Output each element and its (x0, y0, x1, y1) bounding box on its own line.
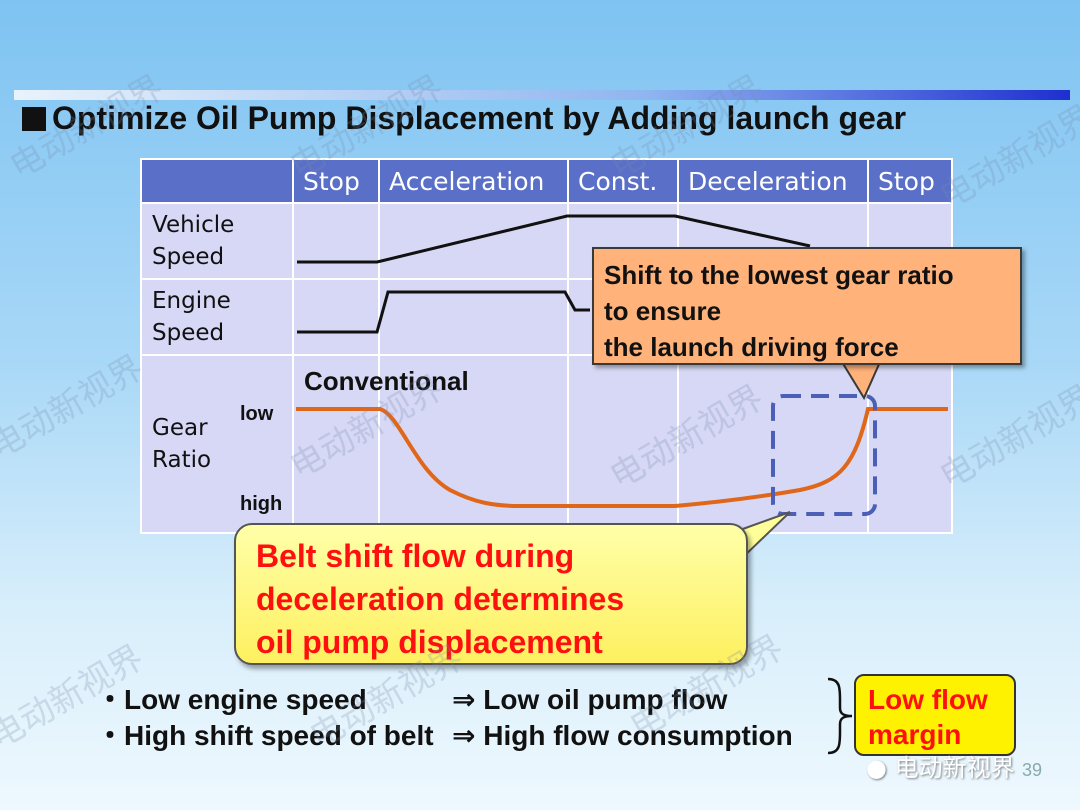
page-number: 39 (1022, 760, 1043, 780)
phase-header-row: Stop Acceleration Const. Deceleration St… (140, 158, 953, 204)
phase-stop-1: Stop (292, 158, 380, 204)
engine-speed-label: Engine Speed (140, 278, 294, 356)
slide-title-text: Optimize Oil Pump Displacement by Adding… (52, 100, 907, 136)
square-bullet-icon (22, 107, 46, 131)
phase-acceleration: Acceleration (378, 158, 569, 204)
orange-callout-pointer (840, 361, 882, 401)
header-corner (140, 158, 294, 204)
title-accent-bar (14, 90, 1070, 100)
wechat-brand: ● 电动新视界 (866, 748, 1015, 783)
phase-const: Const. (567, 158, 679, 204)
wechat-icon: ● (866, 754, 887, 782)
phase-deceleration: Deceleration (677, 158, 869, 204)
vehicle-speed-label: Vehicle Speed (140, 202, 294, 280)
conventional-label: Conventional (304, 366, 469, 396)
gear-high-label: high (240, 493, 283, 515)
gear-ratio-label: Gear Ratio (140, 354, 294, 534)
gear-ratio-curve (296, 407, 948, 508)
highlight-dashed-box (771, 394, 877, 516)
engine-speed-curve (297, 290, 590, 334)
drive-cycle-table: Stop Acceleration Const. Deceleration St… (140, 158, 953, 534)
right-brace-icon (827, 677, 853, 755)
vehicle-speed-curve (297, 214, 811, 264)
belt-shift-callout: Belt shift flow during deceleration dete… (234, 523, 748, 665)
engine-speed-row: Engine Speed (140, 278, 953, 356)
vehicle-speed-row: Vehicle Speed (140, 202, 953, 280)
gear-low-label: low (240, 403, 274, 425)
launch-gear-callout: Shift to the lowest gear ratio to ensure… (592, 247, 1022, 365)
slide-title: Optimize Oil Pump Displacement by Adding… (22, 100, 1072, 137)
phase-stop-2: Stop (867, 158, 953, 204)
low-flow-margin-box: Low flow margin (854, 674, 1016, 756)
wechat-brand-label: 电动新视界 (894, 754, 1015, 782)
